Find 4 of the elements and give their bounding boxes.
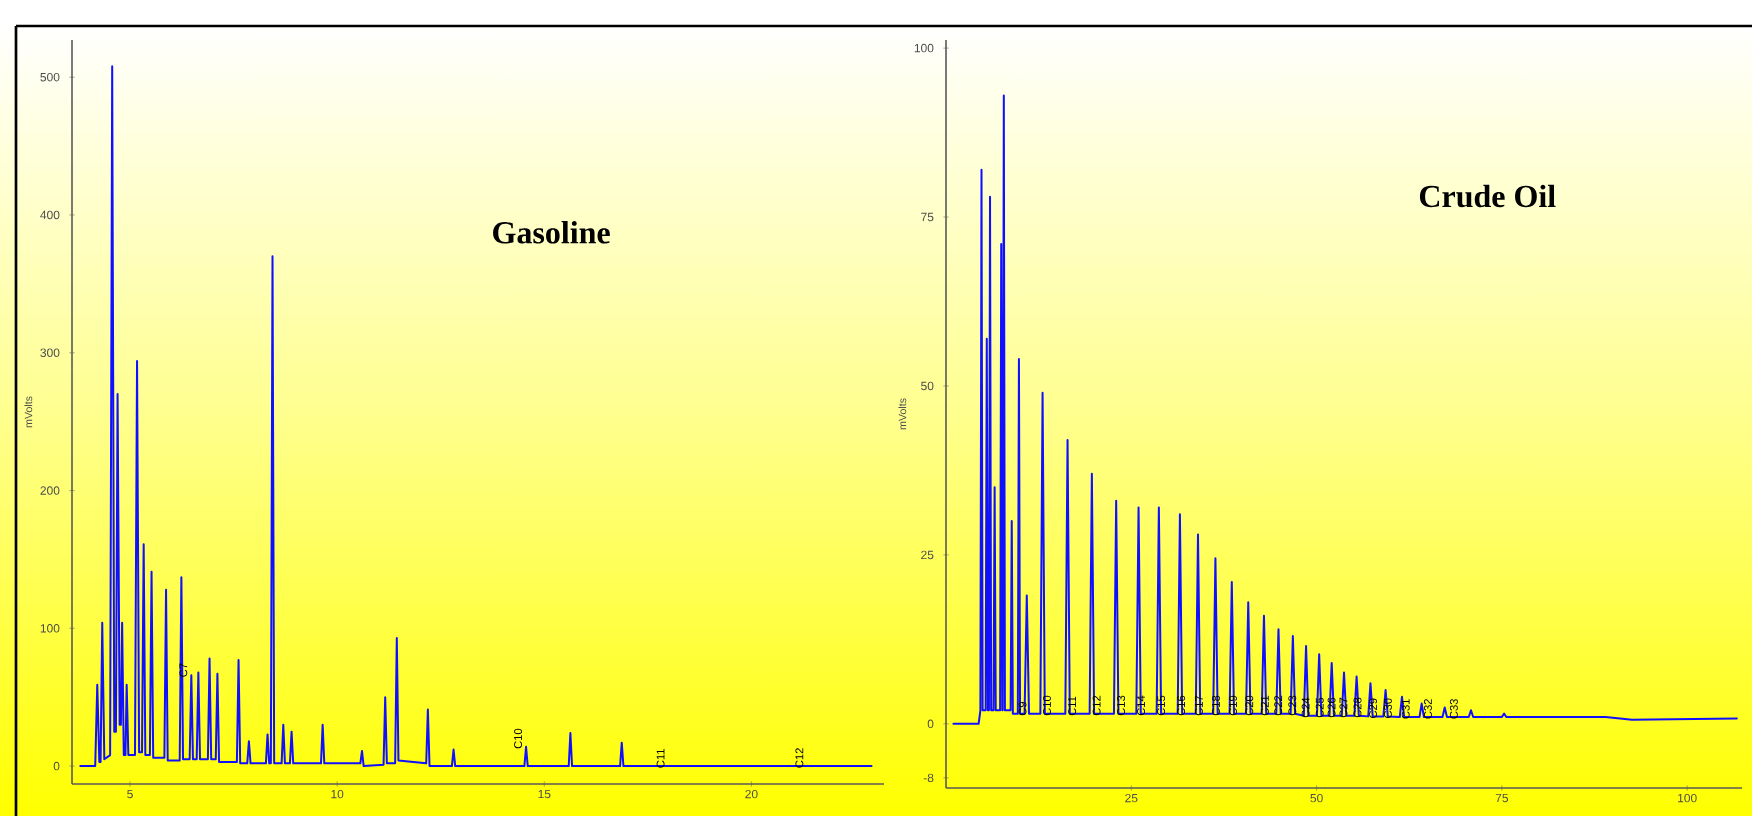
text: Gasoline [493, 221, 610, 244]
text: Crude Oil [1419, 184, 1556, 208]
line-series [79, 65, 873, 768]
line-series [952, 94, 1738, 725]
